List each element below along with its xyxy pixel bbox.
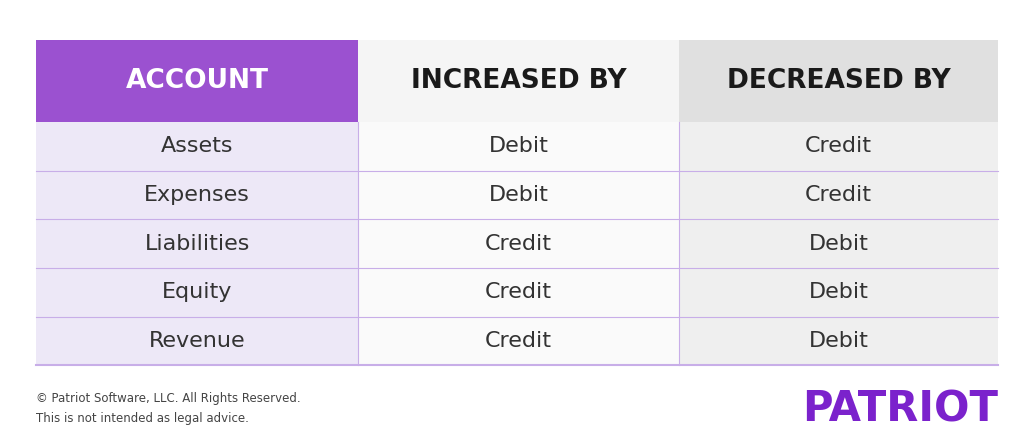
Bar — [679, 317, 998, 365]
Bar — [679, 122, 998, 171]
Bar — [36, 40, 358, 122]
Text: Debit: Debit — [809, 282, 868, 303]
Bar — [679, 219, 998, 268]
Text: Credit: Credit — [485, 282, 552, 303]
Text: Debit: Debit — [809, 233, 868, 254]
Text: Equity: Equity — [162, 282, 232, 303]
Text: Assets: Assets — [161, 136, 233, 156]
Text: © Patriot Software, LLC. All Rights Reserved.: © Patriot Software, LLC. All Rights Rese… — [36, 392, 300, 405]
Bar — [358, 40, 679, 122]
Text: Liabilities: Liabilities — [144, 233, 250, 254]
Bar — [358, 171, 679, 219]
Text: DECREASED BY: DECREASED BY — [727, 68, 950, 94]
Text: ACCOUNT: ACCOUNT — [126, 68, 268, 94]
Text: This is not intended as legal advice.: This is not intended as legal advice. — [36, 412, 249, 425]
Text: Credit: Credit — [805, 136, 872, 156]
Text: Credit: Credit — [485, 331, 552, 351]
Text: Expenses: Expenses — [144, 185, 250, 205]
Text: Credit: Credit — [485, 233, 552, 254]
Bar — [358, 122, 679, 171]
Text: Debit: Debit — [809, 331, 868, 351]
Bar — [358, 317, 679, 365]
Bar — [36, 317, 358, 365]
Bar — [36, 122, 358, 171]
Bar — [358, 219, 679, 268]
Text: Revenue: Revenue — [148, 331, 246, 351]
Bar — [679, 171, 998, 219]
Bar — [36, 268, 358, 317]
Bar — [679, 268, 998, 317]
Bar — [679, 40, 998, 122]
Text: PATRIOT: PATRIOT — [803, 389, 998, 431]
Text: Credit: Credit — [805, 185, 872, 205]
Bar — [36, 219, 358, 268]
Bar — [358, 268, 679, 317]
Text: Debit: Debit — [488, 185, 549, 205]
Text: Debit: Debit — [488, 136, 549, 156]
Text: INCREASED BY: INCREASED BY — [411, 68, 627, 94]
Bar — [36, 171, 358, 219]
